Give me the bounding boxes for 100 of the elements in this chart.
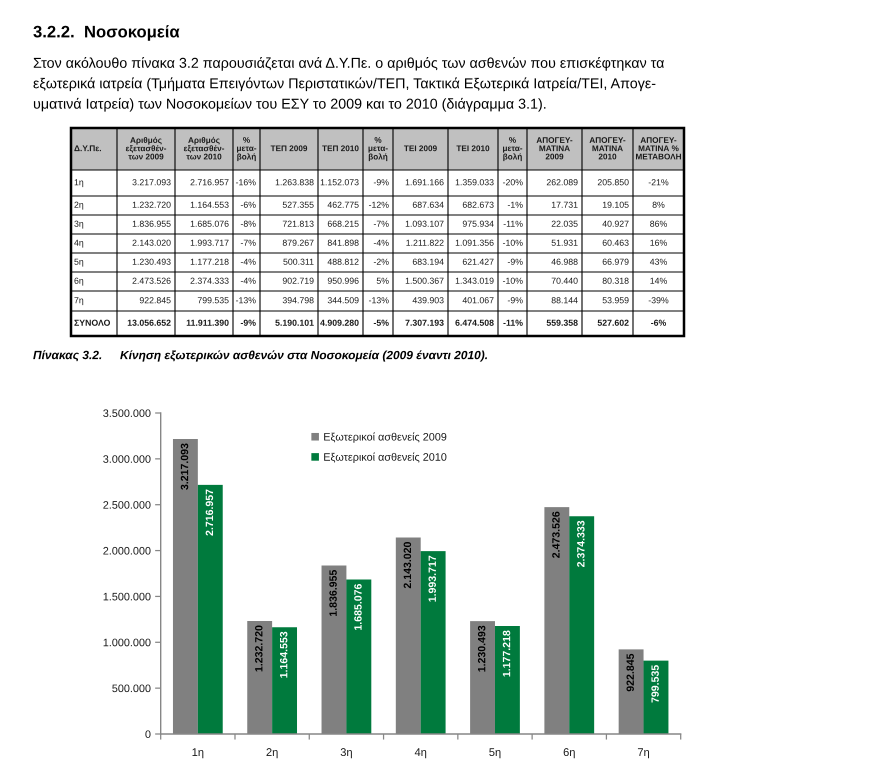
data-label: 1.685.076 — [190, 220, 229, 227]
y-tick-label: 0 — [145, 730, 151, 738]
data-label: 488.812 — [328, 258, 359, 265]
data-label: 439.903 — [412, 297, 444, 304]
legend-label: Εξωτερικοί ασθενείς 2009 — [324, 432, 446, 443]
y-tick-label: 1.000.000 — [104, 638, 151, 646]
data-label: 1.230.493 — [478, 626, 486, 672]
y-tick-label: 2.500.000 — [103, 501, 151, 509]
data-label: 1.211.822 — [406, 240, 444, 246]
data-label: -6% — [651, 320, 666, 326]
data-label: -4% — [240, 258, 256, 265]
text: Πίνακας 3.2. — [33, 350, 102, 362]
x-tick-label: 2η — [266, 748, 278, 758]
data-label: 6.474.508 — [455, 320, 494, 326]
data-label: -8% — [240, 220, 256, 227]
bar — [272, 627, 298, 734]
data-label: 1.177.218 — [502, 630, 510, 676]
data-label: 40.927 — [602, 220, 629, 227]
bar — [198, 484, 223, 734]
data-label: 799.535 — [651, 665, 659, 703]
data-label: 2.374.333 — [577, 520, 585, 567]
chart-subtitle: Στον ακόλουθο πίνακα 3.2 παρουσιάζεται ανά Δ.Υ.Πε. ο αριθμός των ασθενών που επισκέφτηκαν τα εξωτερικά ιατρεία (Τμήματα Επειγόντων Περιστατικών/ΤΕΠ, Τακτικά Εξωτερικά Ιατρεία/ΤΕΙ, Απογε- υματινά Ιατρεία) των Νοσοκομείων του ΕΣΥ το 2009 και το 2010 (διάγραμμα 3.1). — [33, 57, 664, 112]
x-tick-label: 6η — [564, 748, 575, 758]
data-label: 1.164.553 — [190, 202, 229, 208]
data-label: 1.691.166 — [406, 179, 444, 186]
data-label: 2.716.957 — [206, 489, 214, 536]
y-tick-label: 2η — [74, 202, 84, 210]
data-label: 51.931 — [552, 240, 578, 246]
data-label: 1.177.218 — [190, 258, 229, 265]
data-label: 1.685.076 — [354, 584, 362, 630]
data-label: 1.164.553 — [280, 632, 288, 678]
data-label: 70.440 — [552, 278, 578, 284]
data-label: 683.194 — [412, 258, 444, 265]
chart-title: 3.2.2. Νοσοκομεία — [33, 25, 180, 41]
data-label: 344.509 — [328, 297, 359, 304]
data-label: -13% — [368, 297, 389, 304]
data-label: 2.716.957 — [190, 179, 229, 186]
data-label: 1.993.717 — [190, 240, 229, 246]
data-label: 1.263.838 — [276, 179, 314, 186]
x-tick-label: ΤΕΠ 2009 — [270, 145, 308, 152]
data-label: 1.091.356 — [456, 240, 494, 246]
data-label: 1.093.107 — [406, 220, 444, 227]
x-tick-label: ΤΕΙ 2010 — [456, 145, 490, 152]
data-label: -9% — [240, 320, 256, 326]
data-label: 559.358 — [546, 320, 578, 326]
data-label: 879.267 — [282, 240, 314, 246]
data-label: 1.836.955 — [132, 220, 171, 227]
x-tick-label: ΑΠΟΓΕΥ- ΜΑΤΙΝΑ 2009 — [536, 137, 572, 160]
data-label: 841.898 — [328, 240, 359, 246]
data-label: 86% — [650, 220, 667, 227]
y-tick-label: 3.000.000 — [103, 455, 151, 463]
data-label: 1.152.073 — [320, 179, 359, 186]
x-tick-label: 3η — [340, 748, 352, 758]
data-label: 60.463 — [602, 240, 629, 246]
data-label: -39% — [648, 297, 668, 304]
x-tick-label: ΑΠΟΓΕΥ- ΜΑΤΙΝΑ % ΜΕΤΑΒΟΛΗ — [636, 137, 681, 160]
data-label: 5.190.101 — [275, 320, 314, 326]
data-label: -12% — [368, 202, 389, 208]
data-label: 16% — [650, 240, 667, 246]
data-label: 2.374.333 — [190, 278, 229, 284]
data-label: -7% — [240, 240, 256, 246]
data-label: 1.343.019 — [456, 278, 494, 284]
y-tick-label: 1η — [74, 179, 84, 188]
data-label: 621.427 — [462, 258, 494, 265]
data-label: 799.535 — [198, 297, 229, 304]
data-label: -16% — [236, 179, 256, 186]
data-label: -11% — [503, 320, 523, 326]
data-label: 88.144 — [552, 297, 578, 304]
data-label: 5% — [376, 278, 389, 284]
data-label: 13.056.652 — [128, 320, 171, 326]
data-label: -9% — [508, 258, 523, 265]
y-tick-label: 3.500.000 — [103, 409, 151, 418]
data-label: 922.845 — [140, 297, 171, 304]
data-label: 527.355 — [282, 202, 314, 208]
y-tick-label: ΣΥΝΟΛΟ — [74, 320, 110, 326]
text: Κίνηση εξωτερικών ασθενών στα Νοσοκομεία (2009 έναντι 2010). — [120, 350, 488, 362]
data-label: -7% — [374, 220, 389, 227]
data-label: -9% — [374, 179, 389, 186]
x-tick-label: 1η — [192, 748, 204, 758]
x-tick-label: % μετα- βολή — [237, 137, 256, 162]
data-label: 2.473.526 — [552, 512, 560, 558]
data-label: 922.845 — [626, 654, 634, 692]
data-label: 2.473.526 — [132, 278, 171, 284]
data-label: 500.311 — [283, 258, 314, 265]
x-tick-label: Αριθμός εξετασθέν- των 2010 — [184, 136, 224, 160]
data-label: 22.035 — [552, 220, 578, 227]
data-label: 902.719 — [282, 278, 314, 284]
data-label: 19.105 — [602, 202, 629, 208]
data-label: 11.911.390 — [186, 320, 229, 326]
y-axis-title: Δ.Υ.Πε. — [74, 145, 101, 152]
data-label: 950.996 — [328, 278, 359, 284]
data-label: -1% — [508, 202, 523, 208]
x-tick-label: 4η — [414, 748, 426, 758]
data-label: 43% — [650, 258, 667, 265]
data-label: 14% — [650, 278, 667, 284]
x-tick-label: 7η — [638, 748, 650, 758]
x-tick-label: ΤΕΙ 2009 — [404, 145, 437, 152]
data-label: 205.850 — [598, 179, 629, 186]
data-label: 7.307.193 — [405, 320, 444, 326]
data-label: -11% — [504, 220, 523, 227]
